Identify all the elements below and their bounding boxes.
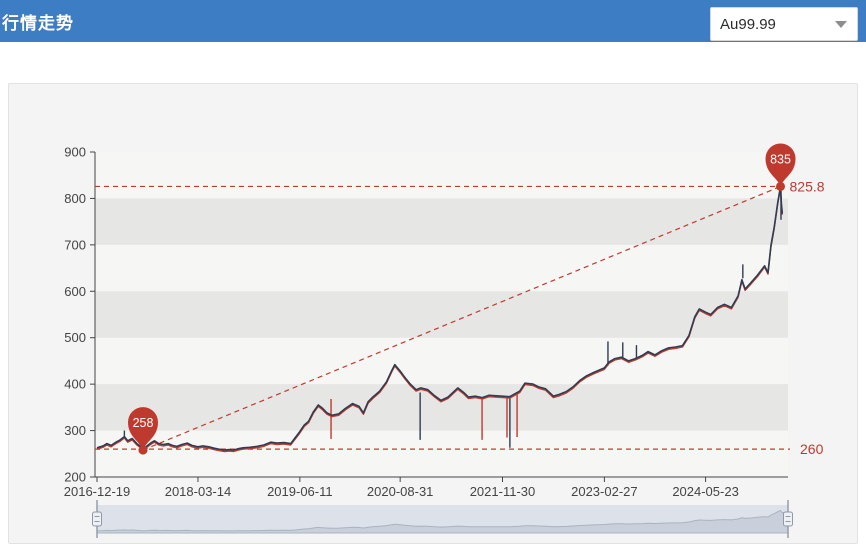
y-tick-label: 400 — [64, 377, 86, 392]
marker-pin-258: 258 — [128, 407, 159, 455]
trend-line — [142, 185, 781, 451]
handle-grip-icon[interactable] — [783, 511, 793, 527]
navigator-area — [96, 509, 789, 534]
y-tick-label: 600 — [64, 284, 86, 299]
x-tick-label: 2016-12-19 — [64, 484, 131, 499]
product-select[interactable]: Au99.99 — [710, 7, 858, 41]
high-value-label: 825.8 — [790, 178, 825, 194]
x-tick-label: 2021-11-30 — [470, 484, 536, 499]
marker-pin-835: 835 — [765, 143, 796, 191]
chevron-down-icon — [835, 20, 847, 28]
marker-balloon — [765, 143, 796, 187]
x-tick-label: 2023-02-27 — [571, 484, 638, 499]
x-tick-label: 2018-03-14 — [165, 484, 232, 499]
marker-label: 835 — [770, 152, 791, 166]
navigator-right-handle[interactable] — [783, 500, 793, 538]
y-tick-label: 700 — [64, 237, 86, 252]
y-tick-label: 200 — [64, 470, 86, 485]
x-tick-label: 2020-08-31 — [367, 484, 434, 499]
grid-band — [95, 291, 788, 338]
grid-band — [95, 384, 788, 431]
handle-grip-icon[interactable] — [92, 511, 102, 527]
x-tick-label: 2024-05-23 — [672, 484, 739, 499]
price-line — [96, 185, 784, 451]
x-tick-label: 2019-06-11 — [267, 484, 333, 499]
y-tick-label: 900 — [64, 145, 86, 160]
y-tick-label: 300 — [64, 423, 86, 438]
y-tick-label: 800 — [64, 191, 86, 206]
marker-label: 258 — [133, 416, 154, 430]
product-select-value: Au99.99 — [720, 15, 776, 33]
low-value-label: 260 — [800, 441, 824, 457]
navigator-left-handle[interactable] — [92, 500, 102, 538]
marker-balloon — [128, 407, 159, 451]
page-title: 行情走势 — [2, 13, 74, 33]
y-tick-label: 500 — [64, 330, 86, 345]
grid-band — [95, 198, 788, 245]
